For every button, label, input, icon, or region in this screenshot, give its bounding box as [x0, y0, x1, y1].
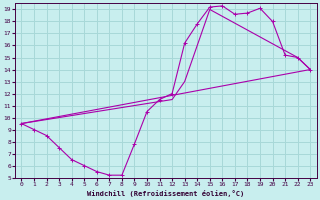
X-axis label: Windchill (Refroidissement éolien,°C): Windchill (Refroidissement éolien,°C) — [87, 190, 244, 197]
